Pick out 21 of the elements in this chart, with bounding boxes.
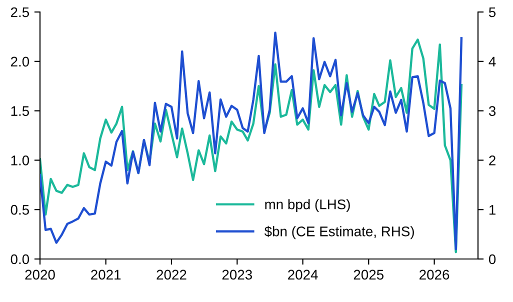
y-tick-label: 0.0 <box>10 254 30 264</box>
x-tick-label: 2021 <box>91 270 121 280</box>
y-tick-label: 0.5 <box>10 204 30 215</box>
y2-tick-label: 4 <box>488 56 496 66</box>
legend-label: mn bpd (LHS) <box>265 199 350 212</box>
x-tick-label: 2025 <box>354 270 384 280</box>
legend-label: $bn (CE Estimate, RHS) <box>264 226 414 240</box>
y2-tick-label: 0 <box>488 254 496 264</box>
y-tick-label: 2.5 <box>10 7 30 18</box>
x-tick-label: 2020 <box>25 270 55 280</box>
y2-tick-label: 5 <box>488 7 496 18</box>
y2-tick-label: 1 <box>489 205 496 215</box>
y-tick-label: 1.5 <box>11 106 30 116</box>
y2-tick-label: 3 <box>488 106 496 116</box>
x-tick-label: 2026 <box>420 270 450 280</box>
y-tick-label: 1.0 <box>11 156 30 166</box>
x-tick-label: 2024 <box>288 270 318 280</box>
x-tick-label: 2023 <box>222 270 252 280</box>
y-tick-label: 2.0 <box>10 56 30 67</box>
x-tick-label: 2022 <box>156 270 186 280</box>
y2-tick-label: 2 <box>489 156 496 166</box>
